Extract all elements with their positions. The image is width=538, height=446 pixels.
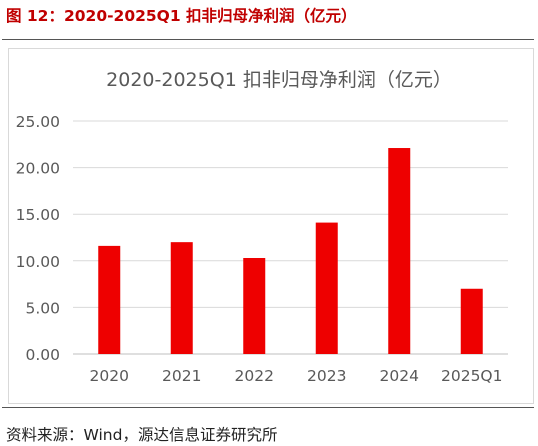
bar-2024 xyxy=(388,148,411,354)
bar-2021 xyxy=(170,242,193,354)
y-tick-label: 5.00 xyxy=(25,299,60,317)
x-tick-label: 2025Q1 xyxy=(441,367,503,385)
bottom-divider xyxy=(2,407,534,408)
chart-container xyxy=(8,48,534,404)
y-tick-label: 20.00 xyxy=(16,160,60,178)
x-tick-label: 2020 xyxy=(90,367,129,385)
y-tick-label: 0.00 xyxy=(25,346,60,364)
source-note: 资料来源：Wind，源达信息证券研究所 xyxy=(6,426,278,444)
bar-2023 xyxy=(315,222,338,354)
figure-title: 图 12：2020-2025Q1 扣非归母净利润（亿元） xyxy=(6,7,357,25)
bar-2020 xyxy=(98,245,121,354)
y-tick-label: 25.00 xyxy=(16,113,60,131)
x-tick-label: 2022 xyxy=(235,367,274,385)
y-tick-label: 10.00 xyxy=(16,253,60,271)
y-tick-label: 15.00 xyxy=(16,206,60,224)
bar-2022 xyxy=(243,258,266,354)
x-tick-label: 2023 xyxy=(307,367,346,385)
top-divider xyxy=(2,39,534,40)
x-tick-label: 2021 xyxy=(162,367,201,385)
bar-2025q1 xyxy=(460,288,483,354)
x-tick-label: 2024 xyxy=(380,367,419,385)
chart-title: 2020-2025Q1 扣非归母净利润（亿元） xyxy=(106,69,452,91)
